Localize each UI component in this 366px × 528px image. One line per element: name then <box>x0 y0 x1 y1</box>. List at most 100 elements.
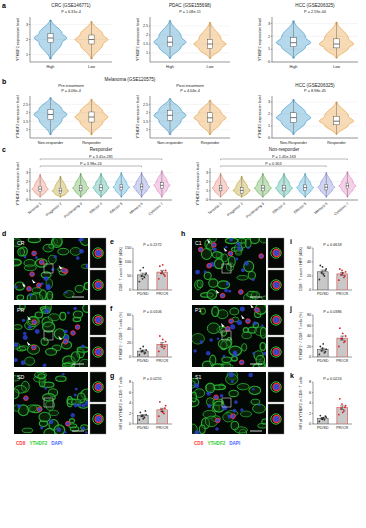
tick <box>132 403 133 404</box>
plot-area <box>212 172 356 198</box>
tick <box>271 62 272 63</box>
green-cell <box>262 296 266 300</box>
grid-line <box>210 200 358 201</box>
tick-label: Effector 5 <box>109 202 123 215</box>
plot-area <box>34 20 108 59</box>
nucleus <box>235 258 238 261</box>
scale-bar <box>72 297 84 298</box>
tick-label: 6 <box>309 391 311 395</box>
image-label: P1 <box>195 307 201 313</box>
annotation: P = 4.04e-4 <box>180 89 200 93</box>
arrow <box>241 315 245 319</box>
grid-line <box>30 200 172 201</box>
inset <box>268 404 284 434</box>
bar <box>137 351 148 357</box>
green-cell <box>258 423 266 428</box>
green-cell <box>60 312 66 320</box>
nucleus <box>241 268 245 272</box>
whisker <box>170 47 171 59</box>
tick-label: PD/SD <box>137 426 149 430</box>
green-cell <box>240 411 251 417</box>
cd8-cell <box>246 319 251 324</box>
violin <box>233 176 250 197</box>
nucleus <box>44 276 49 281</box>
green-cell <box>58 248 69 255</box>
point <box>339 327 341 329</box>
nucleus <box>29 293 32 296</box>
violin <box>194 22 226 58</box>
violin <box>34 98 67 135</box>
nucleus <box>240 408 243 411</box>
violin <box>75 22 108 60</box>
median <box>291 42 297 43</box>
nucleus <box>17 404 21 408</box>
whisker <box>141 173 142 184</box>
inset-box <box>222 398 231 407</box>
green-cell <box>243 328 248 333</box>
violin <box>319 22 353 58</box>
tick-label: 20 <box>307 274 311 278</box>
median <box>79 188 82 189</box>
green-cell <box>244 261 254 272</box>
inset-cell <box>95 383 102 390</box>
tick-label: 0 <box>309 288 311 292</box>
whisker <box>241 176 242 187</box>
plot-area <box>154 99 226 135</box>
plot-area <box>34 98 108 135</box>
tick-label: 1 <box>268 47 270 51</box>
point <box>160 344 162 346</box>
nucleus <box>74 394 77 397</box>
point <box>161 271 163 273</box>
whisker <box>60 194 61 198</box>
tick-label: 3 <box>26 23 28 27</box>
scale-bar <box>250 364 262 365</box>
y-axis <box>313 248 314 290</box>
tick-label: Responder <box>201 141 220 145</box>
annotation: P = 3.41e-281 <box>89 155 113 159</box>
inset-green <box>271 414 281 424</box>
y-axis <box>150 17 151 62</box>
inset-cell <box>273 316 280 323</box>
whisker <box>80 173 81 185</box>
whisker <box>305 173 306 184</box>
tick <box>132 357 133 358</box>
tick-label: PR/CR <box>156 359 168 363</box>
axis-label: YTHDF2 expression level <box>136 18 140 61</box>
inset-green <box>271 315 281 325</box>
x-axis <box>272 138 358 139</box>
point <box>322 418 324 420</box>
point <box>142 346 144 348</box>
green-cell <box>56 376 66 381</box>
nucleus <box>57 428 62 433</box>
green-cell <box>24 265 36 271</box>
point <box>322 266 324 268</box>
nucleus <box>195 430 200 434</box>
plot-area <box>137 264 167 290</box>
whisker <box>121 173 122 185</box>
whisker <box>170 120 171 134</box>
inset-cell <box>273 415 280 422</box>
image-background <box>192 372 266 434</box>
nucleus <box>73 307 77 311</box>
green-cell <box>242 344 247 352</box>
micrograph <box>192 305 266 367</box>
point <box>341 403 343 405</box>
tick <box>312 336 313 337</box>
panel-label: g <box>110 372 114 380</box>
green-cell <box>28 317 38 325</box>
tick <box>271 138 272 139</box>
inset-cell <box>273 383 280 390</box>
point <box>345 271 347 273</box>
point <box>319 265 321 267</box>
inset <box>90 337 106 367</box>
point <box>165 405 167 407</box>
nucleus <box>247 246 250 249</box>
cd8-cell <box>259 254 264 259</box>
x-axis <box>30 138 112 139</box>
tick <box>132 424 133 425</box>
cd8-cell <box>226 327 231 332</box>
median <box>120 187 123 188</box>
tick-label: Non-responder <box>38 141 64 145</box>
error-bar <box>160 270 164 273</box>
box <box>291 38 297 47</box>
